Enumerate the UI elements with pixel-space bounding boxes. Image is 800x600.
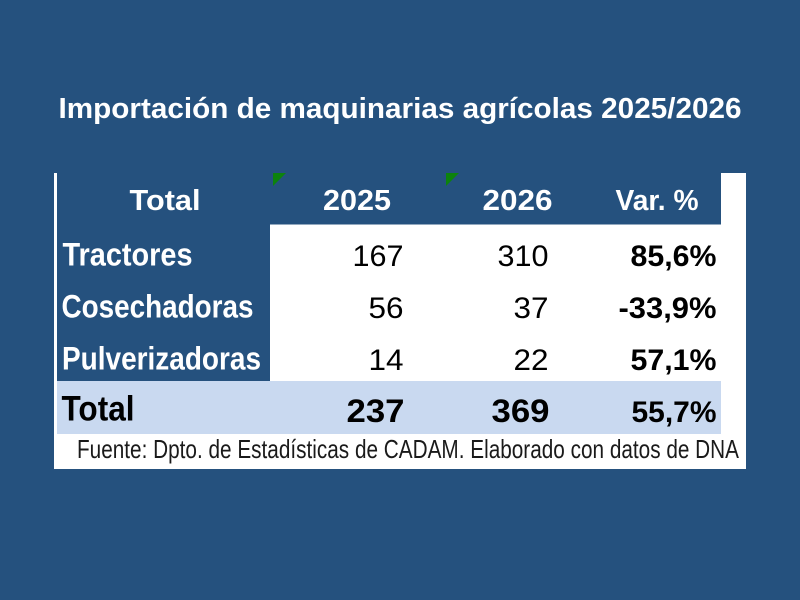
svg-text:Importación de maquinarias agr: Importación de maquinarias agrícolas 202… (59, 93, 742, 125)
svg-text:Fuente: Dpto. de Estadísticas: Fuente: Dpto. de Estadísticas de CADAM. … (77, 434, 740, 464)
svg-text:37: 37 (514, 292, 549, 325)
svg-text:2026: 2026 (483, 185, 553, 217)
svg-text:22: 22 (514, 344, 549, 377)
svg-text:369: 369 (492, 393, 550, 429)
svg-text:Tractores: Tractores (63, 237, 193, 273)
svg-text:Total: Total (130, 185, 201, 217)
svg-text:Var. %: Var. % (616, 185, 699, 217)
svg-text:237: 237 (347, 393, 405, 429)
svg-text:2025: 2025 (323, 185, 391, 217)
svg-text:85,6%: 85,6% (631, 240, 717, 273)
svg-text:56: 56 (369, 292, 404, 325)
svg-text:55,7%: 55,7% (632, 396, 717, 429)
svg-text:-33,9%: -33,9% (619, 292, 717, 325)
svg-text:14: 14 (369, 344, 404, 377)
svg-text:57,1%: 57,1% (631, 344, 717, 377)
svg-text:Total: Total (62, 390, 135, 429)
svg-text:Pulverizadoras: Pulverizadoras (62, 341, 261, 377)
svg-text:Cosechadoras: Cosechadoras (62, 289, 254, 325)
svg-text:167: 167 (353, 240, 404, 273)
svg-text:310: 310 (498, 240, 549, 273)
